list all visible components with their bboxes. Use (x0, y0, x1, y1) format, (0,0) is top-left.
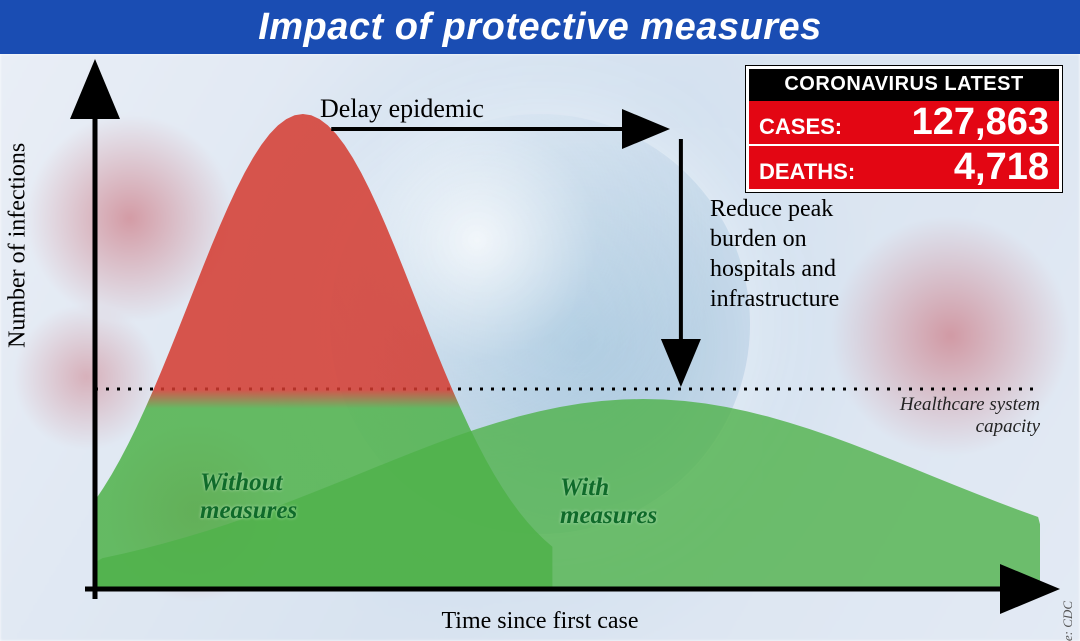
x-axis-label: Time since first case (441, 608, 638, 635)
delay-label: Delay epidemic (320, 94, 484, 124)
y-axis-label: Number of infections (5, 142, 32, 347)
capacity-label: Healthcare systemcapacity (900, 394, 1040, 438)
with-measures-label: Withmeasures (560, 474, 657, 530)
stats-label-cases: CASES: (759, 114, 842, 140)
stats-label-deaths: DEATHS: (759, 159, 855, 185)
stats-value-deaths: 4,718 (954, 148, 1049, 186)
without-measures-label: Withoutmeasures (200, 469, 297, 525)
infographic-container: Impact of protective measures (0, 0, 1080, 641)
source-credit: Source: CDC (1060, 601, 1076, 641)
reduce-label: Reduce peakburden onhospitals andinfrast… (710, 194, 960, 314)
stats-header: CORONAVIRUS LATEST (749, 69, 1059, 101)
title-bar: Impact of protective measures (0, 0, 1080, 54)
stats-row-deaths: DEATHS: 4,718 (749, 144, 1059, 189)
chart-area: CORONAVIRUS LATEST CASES: 127,863 DEATHS… (0, 54, 1080, 641)
page-title: Impact of protective measures (258, 6, 822, 48)
stats-value-cases: 127,863 (912, 103, 1049, 141)
stats-box: CORONAVIRUS LATEST CASES: 127,863 DEATHS… (746, 66, 1062, 192)
stats-row-cases: CASES: 127,863 (749, 101, 1059, 144)
